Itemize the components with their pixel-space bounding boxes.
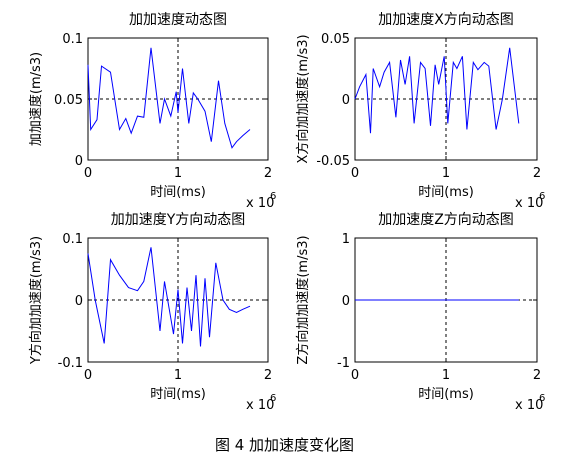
panel-2-x-tick-label: 2 bbox=[533, 166, 541, 181]
panel-4-x-tick-label: 0 bbox=[351, 368, 359, 383]
panel-1-x-tick-label: 2 bbox=[264, 166, 272, 181]
panel-3-x-multiplier-exponent: 6 bbox=[270, 393, 276, 404]
panel-1-y-tick-label: 0.1 bbox=[62, 32, 83, 47]
panel-4-x-tick-label: 1 bbox=[442, 368, 450, 383]
figure-caption: 图 4 加加速度变化图 bbox=[214, 436, 355, 454]
panel-3-y-tick-label: -0.1 bbox=[58, 356, 83, 371]
panel-2-y-axis-label: X方向加加速度(m/s3) bbox=[295, 34, 311, 163]
panel-4-x-tick-label: 2 bbox=[533, 368, 541, 383]
panel-1-y-tick-label: 0 bbox=[75, 154, 83, 169]
panel-2-y-tick-label: 0 bbox=[342, 93, 350, 108]
panel-2-x-multiplier: x 10 bbox=[515, 196, 543, 211]
panel-4-x-multiplier-exponent: 6 bbox=[539, 393, 545, 404]
panel-3-y-tick-label: 0.1 bbox=[62, 232, 83, 247]
panel-3-x-multiplier: x 10 bbox=[246, 398, 274, 413]
panel-4-y-tick-label: 0 bbox=[342, 294, 350, 309]
panel-2-y-tick-label: 0.05 bbox=[321, 32, 350, 47]
panel-1-title: 加加速度动态图 bbox=[129, 12, 227, 28]
panel-2-title: 加加速度X方向动态图 bbox=[378, 12, 514, 28]
panel-1-x-axis-label: 时间(ms) bbox=[150, 185, 206, 200]
panel-1-data-line bbox=[87, 47, 251, 149]
panel-1-x-multiplier-exponent: 6 bbox=[270, 191, 276, 202]
panel-3-x-tick-label: 0 bbox=[84, 368, 92, 383]
panel-1-x-tick-label: 1 bbox=[174, 166, 182, 181]
panel-4-x-multiplier: x 10 bbox=[515, 398, 543, 413]
panel-3-title: 加加速度Y方向动态图 bbox=[111, 212, 246, 228]
panel-1-y-tick-label: 0.05 bbox=[54, 93, 83, 108]
panel-3-x-tick-label: 2 bbox=[264, 368, 272, 383]
panel-3-y-axis-label: Y方向加加速度(m/s3) bbox=[28, 236, 44, 365]
panel-3-x-axis-label: 时间(ms) bbox=[150, 387, 206, 402]
panel-3-data-line bbox=[87, 247, 251, 347]
panel-1-x-tick-label: 0 bbox=[84, 166, 92, 181]
panel-4-title: 加加速度Z方向动态图 bbox=[378, 212, 514, 228]
panel-4-y-tick-label: -1 bbox=[337, 356, 350, 371]
panel-2-data-line bbox=[354, 47, 520, 134]
panel-4-y-axis-label: Z方向加加速度(m/s3) bbox=[295, 235, 311, 364]
panel-2-x-axis-label: 时间(ms) bbox=[418, 185, 474, 200]
panel-2-y-tick-label: -0.05 bbox=[316, 154, 350, 169]
panel-1-y-axis-label: 加加速度(m/s3) bbox=[28, 52, 44, 146]
panel-2-x-tick-label: 1 bbox=[442, 166, 450, 181]
panel-3-x-tick-label: 1 bbox=[174, 368, 182, 383]
panel-1-x-multiplier: x 10 bbox=[246, 196, 274, 211]
panel-4-x-axis-label: 时间(ms) bbox=[418, 387, 474, 402]
panel-4-y-tick-label: 1 bbox=[342, 232, 350, 247]
panel-2-x-multiplier-exponent: 6 bbox=[539, 191, 545, 202]
panel-2-x-tick-label: 0 bbox=[351, 166, 359, 181]
panel-3-y-tick-label: 0 bbox=[75, 294, 83, 309]
